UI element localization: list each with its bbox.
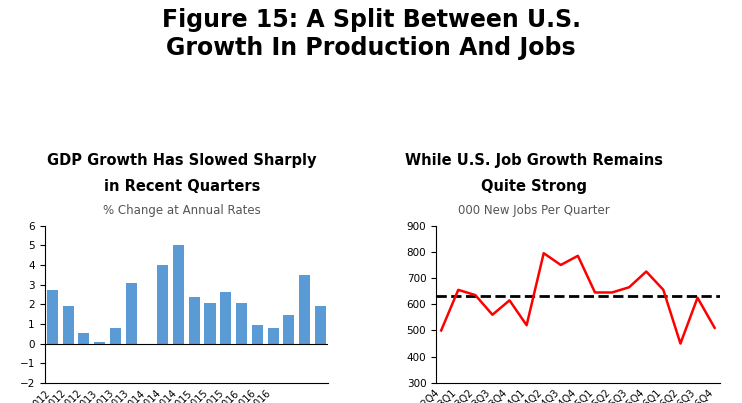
Text: Figure 15: A Split Between U.S.
Growth In Production And Jobs: Figure 15: A Split Between U.S. Growth I… xyxy=(162,8,580,60)
Bar xyxy=(220,293,232,343)
Bar xyxy=(205,303,215,343)
Bar xyxy=(252,325,263,343)
Bar xyxy=(315,306,326,343)
Text: Quite Strong: Quite Strong xyxy=(482,179,587,194)
Text: in Recent Quarters: in Recent Quarters xyxy=(104,179,260,194)
Bar xyxy=(142,343,153,345)
Bar xyxy=(94,342,105,343)
Bar xyxy=(173,245,184,343)
Bar xyxy=(268,328,278,343)
Bar xyxy=(188,297,200,343)
Bar xyxy=(110,328,121,343)
Text: 000 New Jobs Per Quarter: 000 New Jobs Per Quarter xyxy=(459,204,610,216)
Bar xyxy=(236,303,247,343)
Bar xyxy=(47,289,58,343)
Bar xyxy=(157,265,168,343)
Bar xyxy=(283,315,295,343)
Text: GDP Growth Has Slowed Sharply: GDP Growth Has Slowed Sharply xyxy=(47,153,317,168)
Bar xyxy=(79,333,90,343)
Text: % Change at Annual Rates: % Change at Annual Rates xyxy=(103,204,260,216)
Bar xyxy=(299,275,310,343)
Text: While U.S. Job Growth Remains: While U.S. Job Growth Remains xyxy=(405,153,663,168)
Bar xyxy=(62,306,73,343)
Bar xyxy=(125,283,137,343)
